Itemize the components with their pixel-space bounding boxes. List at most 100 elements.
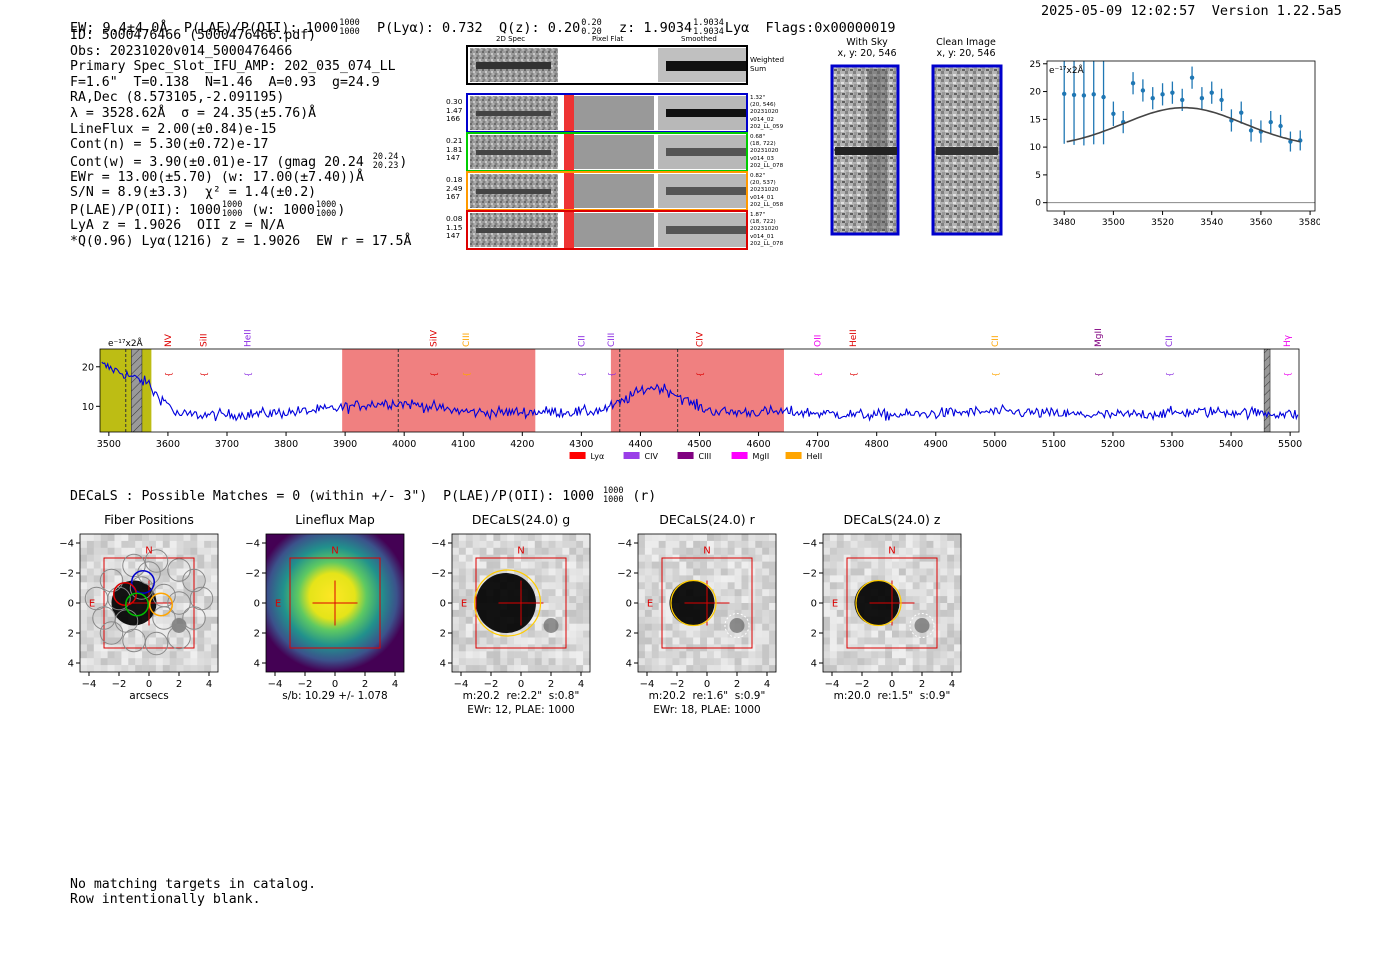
cutout-left-value: 1.15 <box>446 222 463 232</box>
legend-label: Lyα <box>591 452 605 461</box>
data-point <box>1180 97 1185 103</box>
neighbor-source <box>914 618 930 633</box>
fit-axes-frame <box>1046 60 1316 212</box>
cutout-right-value: (20, 537) <box>750 180 776 187</box>
cutout-right-value: 202_LL_078 <box>750 162 784 169</box>
x-tick-label: 4 <box>949 679 955 690</box>
version: Version 1.22.5a5 <box>1211 3 1342 19</box>
cutout-row-2 <box>466 132 748 172</box>
emission-line-label: CIII <box>462 333 472 347</box>
imaging-panel-caption: m:20.2 re:2.2" s:0.8" <box>462 690 580 702</box>
footer-no-match: No matching targets in catalog. <box>70 877 317 892</box>
data-point <box>1150 96 1155 101</box>
full-spectrum-plot: 3500 3600 3700 3800 3900 4000 4100 4200 4300 4400… <box>82 328 1302 461</box>
x-tick-label: 4600 <box>746 439 770 450</box>
imaging-panel-caption: s/b: 10.29 +/- 1.078 <box>282 690 388 702</box>
cutout-right-value: 1.87" <box>750 212 766 218</box>
x-tick-label: 3900 <box>333 439 357 450</box>
x-tick-label: 4200 <box>510 439 534 450</box>
imaging-panel-title: DECaLS(24.0) r <box>659 512 755 527</box>
neighbor-source <box>729 618 745 633</box>
cutout-pixel-flat <box>574 213 654 247</box>
fit-unit-label: e⁻¹⁷x2Å <box>1049 64 1085 76</box>
cutout-right-value: v014_01 <box>750 233 774 240</box>
legend-label: MgII <box>753 452 770 461</box>
emission-line-tick: { <box>462 372 471 377</box>
cutout-left-label-3: 0.18 2.49 167 <box>446 175 463 202</box>
data-point <box>1111 111 1116 116</box>
fiber-circle <box>152 583 176 608</box>
weighted-sum-label: Weighted Sum <box>750 55 785 73</box>
data-point <box>1062 91 1067 96</box>
x-tick-label: −4 <box>268 679 283 690</box>
y-tick-label: 0 <box>811 599 817 610</box>
cutout-right-value: (18, 722) <box>750 219 776 226</box>
legend-swatch <box>569 452 586 459</box>
emission-line-tick: { <box>1165 372 1174 377</box>
east-label: E <box>89 599 95 610</box>
header-ew: EW: 9.4±4.0Å <box>70 20 168 36</box>
timestamp: 2025-05-09 12:02:57 <box>1041 3 1196 19</box>
header-flags: Flags:0x00000019 <box>765 20 896 36</box>
x-tick-label: −2 <box>855 679 870 690</box>
legend-swatch <box>785 452 802 459</box>
fiber-circle <box>182 568 206 593</box>
y-tick-label: 20 <box>1030 88 1042 98</box>
cutout-left-value: 2.49 <box>446 183 463 193</box>
y-tick-label: 2 <box>440 629 446 640</box>
fiber-circle <box>107 586 131 611</box>
fiber-circle-green <box>125 592 149 617</box>
x-tick-label: 2 <box>734 679 740 690</box>
emission-line-label: CIII <box>607 333 617 347</box>
east-label: E <box>461 599 467 610</box>
col-header-smoothed: Smoothed <box>681 35 717 43</box>
cutout-left-value: 166 <box>446 114 461 124</box>
fiber-circle-blue <box>131 570 155 594</box>
emission-line-label: HeII <box>849 329 859 347</box>
cutout-separator <box>654 211 657 249</box>
y-tick-label: 0 <box>254 599 260 610</box>
fit-window-band <box>342 349 536 432</box>
emission-line-tick: { <box>164 372 173 377</box>
data-point <box>1189 75 1195 80</box>
cutout-right-value: 202_LL_059 <box>750 123 784 130</box>
y-tick-label: −2 <box>245 569 260 580</box>
data-point <box>1209 90 1214 95</box>
y-tick-label: −4 <box>431 539 446 550</box>
masked-band <box>1263 349 1271 432</box>
emission-line-tick: { <box>430 372 439 377</box>
x-tick-label: 4900 <box>924 439 948 450</box>
imaging-panel-caption: EWr: 18, PLAE: 1000 <box>653 704 761 716</box>
emission-line-tick: { <box>577 372 586 377</box>
y-tick-label: 0 <box>68 599 74 610</box>
north-label: N <box>888 546 895 557</box>
info-lya-z: LyA z = 1.9026 OII z = N/A <box>70 217 285 233</box>
emission-line-tick: { <box>244 372 253 377</box>
y-tick-label: 2 <box>68 629 74 640</box>
data-point <box>1101 94 1106 100</box>
x-tick-label: 4800 <box>865 439 889 450</box>
spectra-cutouts: 2D Spec Pixel Flat Smoothed Weighted Sum… <box>446 33 796 255</box>
decals-summary: DECaLS : Possible Matches = 0 (within +/… <box>70 486 657 505</box>
fiber-circle <box>167 591 191 615</box>
north-label: N <box>703 546 710 557</box>
x-tick-label: 5200 <box>1101 439 1125 450</box>
info-lineflux: LineFlux = 2.00(±0.84)e-15 <box>70 121 277 137</box>
x-tick-label: 5300 <box>1160 439 1184 450</box>
cutout-right-value: 202_LL_078 <box>750 240 784 247</box>
emission-line-tick: { <box>199 372 208 377</box>
aperture-box <box>661 557 753 649</box>
emission-line-label: CII <box>577 335 587 347</box>
spectrum-trace <box>101 361 1299 422</box>
emission-line-tick: { <box>1283 372 1292 377</box>
data-point <box>1140 88 1146 93</box>
y-tick-label: 20 <box>82 362 94 373</box>
cutout-right-value: 20231020 <box>750 148 779 155</box>
x-tick-label: 4400 <box>628 439 652 450</box>
aperture-box <box>846 557 938 649</box>
x-tick-label: 3580 <box>1299 218 1320 228</box>
fiber-circle <box>144 549 169 573</box>
imaging-panel-svg: N E −4 4 −2 2 0 0 2 −2 4 −4 <box>617 533 777 690</box>
legend-label: CIII <box>699 452 712 461</box>
y-tick-label: −4 <box>59 539 74 550</box>
